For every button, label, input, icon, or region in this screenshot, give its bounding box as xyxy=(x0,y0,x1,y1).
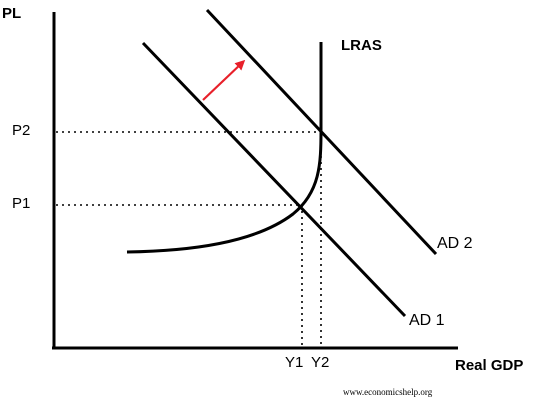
y-axis-label: PL xyxy=(2,5,21,22)
ad1-label: AD 1 xyxy=(409,312,445,329)
lras-curve xyxy=(126,42,323,254)
lras-label: LRAS xyxy=(341,37,382,54)
p1-label: P1 xyxy=(12,195,30,212)
ad1-curve xyxy=(141,41,407,318)
y1-label: Y1 xyxy=(285,354,303,371)
y2-label: Y2 xyxy=(311,354,329,371)
ad2-label: AD 2 xyxy=(437,235,473,252)
p2-label: P2 xyxy=(12,122,30,139)
watermark: www.economicshelp.org xyxy=(343,387,433,397)
shift-arrow xyxy=(202,59,246,101)
x-axis-label: Real GDP xyxy=(455,357,523,374)
